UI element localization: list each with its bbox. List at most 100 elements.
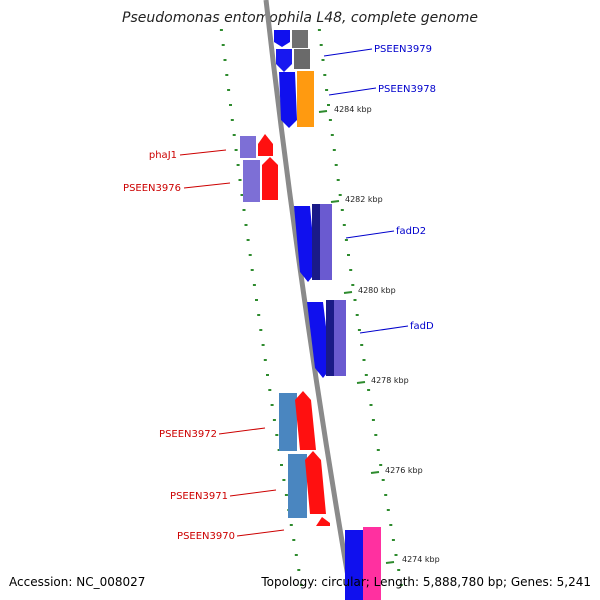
scale-outer-dot	[391, 539, 395, 541]
scale-ticks	[318, 110, 395, 564]
tick-label-4276: 4276 kbp	[385, 466, 423, 475]
gene-feature-pseen3978-a[interactable]	[279, 72, 297, 128]
scale-inner-dot	[268, 389, 272, 391]
scale-inner-dot	[250, 269, 254, 271]
scale-outer-dot	[374, 434, 378, 436]
scale-inner-dot	[234, 149, 238, 151]
scale-outer-dot	[325, 89, 329, 91]
gene-feature-pseen3978[interactable]	[297, 71, 314, 127]
scale-outer-dot	[334, 164, 338, 166]
scale-outer-dot	[355, 314, 359, 316]
scale-outer-dot	[340, 209, 344, 211]
gene-feature-phaj1-a[interactable]	[240, 136, 256, 158]
gene-feature-top-1[interactable]	[274, 30, 290, 47]
scale-outer-dot	[371, 419, 375, 421]
scale-inner-dot	[297, 569, 301, 571]
gene-label-fadd2[interactable]: fadD2	[396, 226, 426, 237]
scale-outer-dot	[384, 494, 388, 496]
scale-outer-dot	[367, 389, 371, 391]
gene-feature-fadd2-c[interactable]	[320, 204, 332, 280]
scale-inner-dot	[272, 419, 276, 421]
gene-feature-pseen3971-a[interactable]	[288, 454, 307, 518]
scale-inner-dot	[275, 434, 279, 436]
scale-inner-dot	[227, 89, 231, 91]
scale-inner-dot	[261, 344, 265, 346]
scale-outer-dot	[369, 404, 373, 406]
gene-feature-pseen3970[interactable]	[316, 517, 330, 526]
gene-feature-pseen3979-b[interactable]	[294, 49, 310, 69]
scale-inner-dot	[299, 584, 303, 586]
scale-inner-dot	[238, 179, 242, 181]
scale-inner-dot	[255, 299, 258, 301]
scale-inner-dot	[257, 314, 261, 316]
scale-inner-dot	[252, 284, 256, 286]
scale-inner-dot	[280, 464, 283, 466]
scale-dots-inner	[219, 29, 303, 586]
scale-inner-dot	[225, 74, 229, 76]
scale-outer-dot	[327, 104, 330, 106]
scale-outer-dot	[328, 119, 332, 121]
scale-inner-dot	[259, 329, 263, 331]
scale-outer-dot	[323, 74, 327, 76]
scale-outer-dot	[336, 179, 340, 181]
gene-label-pseen3972[interactable]: PSEEN3972	[159, 429, 217, 440]
gene-label-phaj1[interactable]: phaJ1	[149, 150, 177, 161]
scale-outer-dot	[379, 464, 383, 466]
scale-inner-dot	[292, 539, 296, 541]
gene-feature-fadd2[interactable]	[294, 206, 316, 282]
gene-feature-fadd-b[interactable]	[326, 300, 334, 376]
gene-feature-bottom-1[interactable]	[345, 530, 363, 600]
gene-feature-fadd[interactable]	[307, 302, 331, 378]
scale-outer-dot	[397, 569, 401, 571]
gene-feature-phaj1[interactable]	[258, 134, 273, 156]
gene-feature-fadd2-b[interactable]	[312, 204, 320, 280]
gene-label-fadd[interactable]: fadD	[410, 321, 434, 332]
scale-inner-dot	[219, 29, 223, 31]
scale-dots-outer	[317, 29, 403, 586]
gene-feature-top-2[interactable]	[292, 30, 308, 48]
scale-inner-dot	[223, 59, 227, 61]
scale-outer-dot	[321, 59, 325, 61]
scale-inner-dot	[229, 104, 232, 106]
scale-outer-dot	[349, 269, 353, 271]
scale-inner-dot	[282, 479, 286, 481]
scale-outer-dot	[351, 284, 355, 286]
gene-feature-bottom-2[interactable]	[363, 527, 381, 600]
gene-feature-pseen3971[interactable]	[305, 451, 326, 514]
gene-label-pseen3976[interactable]: PSEEN3976	[123, 183, 181, 194]
scale-outer-dot	[344, 239, 348, 241]
gene-feature-pseen3976-a[interactable]	[243, 160, 260, 202]
scale-outer-dot	[376, 449, 380, 451]
gene-feature-fadd-c[interactable]	[334, 300, 346, 376]
scale-inner-dot	[236, 164, 240, 166]
scale-inner-dot	[232, 134, 236, 136]
scale-tick-labels: 4284 kbp 4282 kbp 4280 kbp 4278 kbp 4276…	[334, 105, 440, 564]
scale-outer-dot	[330, 134, 334, 136]
scale-outer-dot	[360, 344, 364, 346]
scale-inner-dot	[248, 254, 252, 256]
gene-label-pseen3970[interactable]: PSEEN3970	[177, 531, 235, 542]
scale-inner-dot	[284, 494, 288, 496]
gene-label-pseen3978[interactable]: PSEEN3978	[378, 84, 436, 95]
tick-label-4284: 4284 kbp	[334, 105, 372, 114]
gene-label-pseen3971[interactable]: PSEEN3971	[170, 491, 228, 502]
scale-outer-dot	[386, 509, 390, 511]
accession-label: Accession: NC_008027	[9, 575, 146, 589]
gene-label-pseen3979[interactable]: PSEEN3979	[374, 44, 432, 55]
gene-feature-pseen3976[interactable]	[262, 157, 278, 200]
gene-feature-pseen3979[interactable]	[276, 49, 292, 72]
scale-outer-dot	[342, 224, 346, 226]
gene-features	[240, 30, 381, 600]
scale-outer-dot	[332, 149, 336, 151]
scale-outer-dot	[362, 359, 366, 361]
gene-feature-pseen3972-a[interactable]	[279, 393, 297, 451]
scale-inner-dot	[246, 239, 250, 241]
scale-inner-dot	[230, 119, 234, 121]
tick-label-4278: 4278 kbp	[371, 376, 409, 385]
gene-feature-pseen3972[interactable]	[295, 391, 316, 450]
scale-outer-dot	[317, 29, 321, 31]
scale-outer-dot	[357, 329, 361, 331]
scale-outer-dot	[347, 254, 350, 256]
scale-inner-dot	[242, 209, 246, 211]
